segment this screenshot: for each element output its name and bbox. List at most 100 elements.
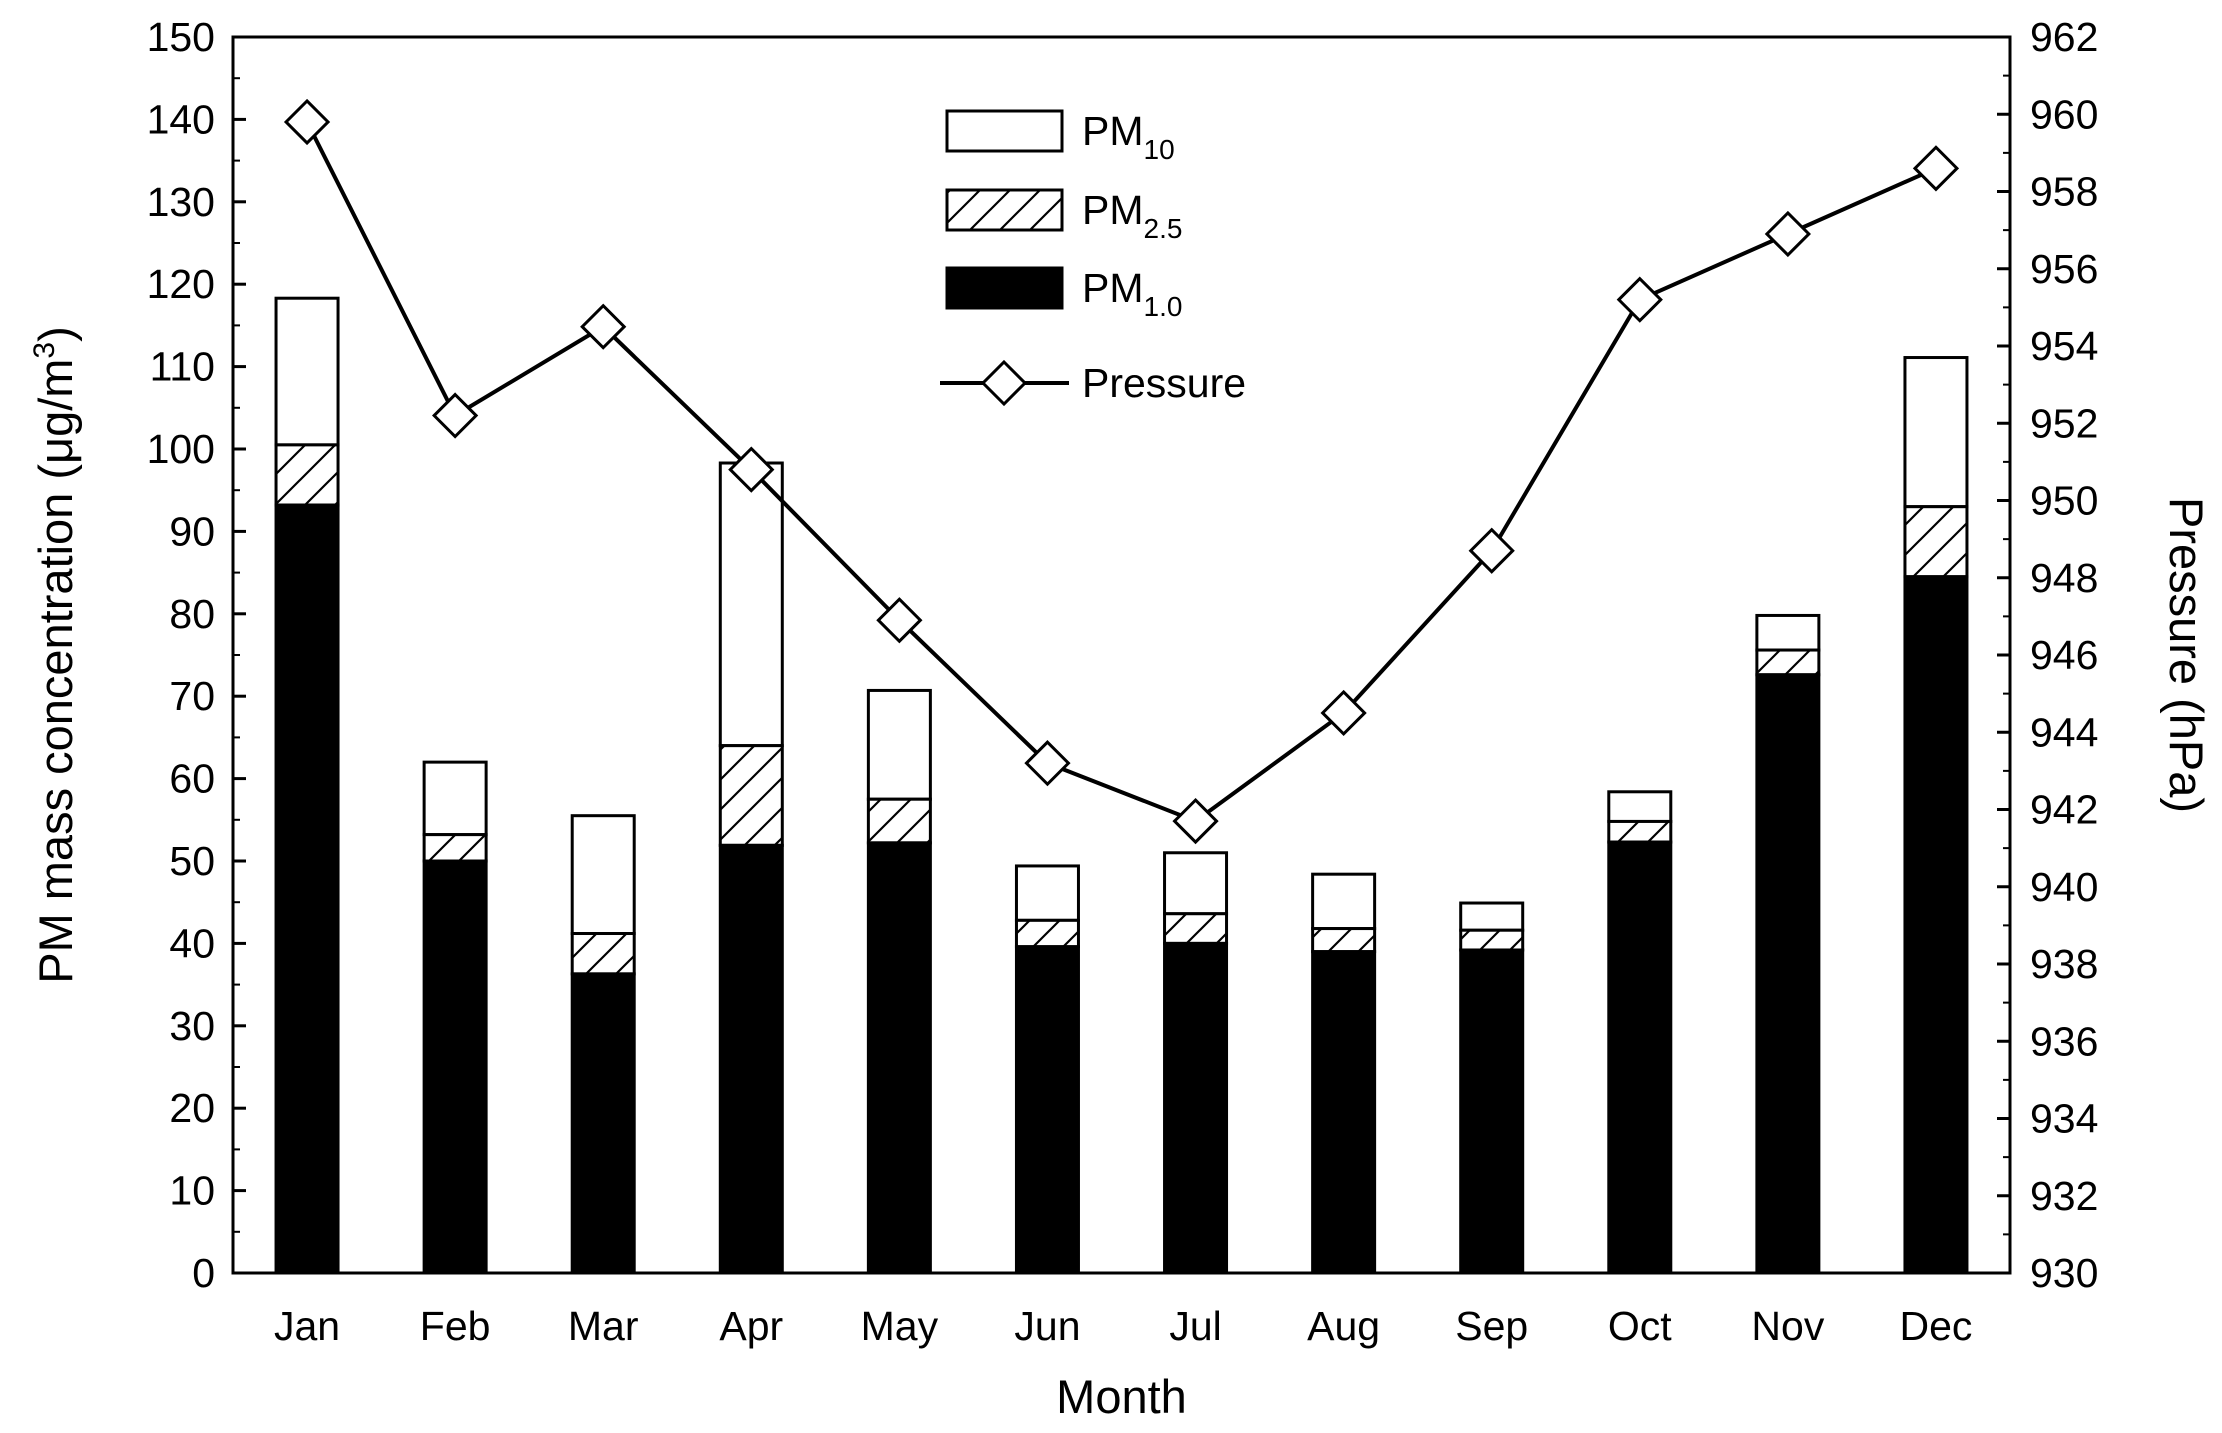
bar-pm2.5 (570, 932, 636, 976)
bar-pm10 (1755, 613, 1821, 652)
bar-pm10 (866, 688, 932, 801)
left-y-tick-label: 60 (169, 756, 215, 802)
bar-pm1.0 (1311, 950, 1377, 1275)
legend-label-pm10: PM10 (1082, 108, 1175, 165)
legend-swatch-pm2.5 (945, 188, 1064, 232)
legend-swatch-pm10 (945, 109, 1064, 153)
x-axis: Jan Feb Mar Apr May Jun Jul Aug Sep Oct Nov Dec (274, 1261, 1972, 1349)
right-y-tick-label: 960 (2030, 91, 2098, 137)
right-y-tick-label: 942 (2030, 787, 2098, 833)
legend-swatch-pressure-marker (980, 359, 1028, 407)
bar-pm2.5 (1311, 927, 1377, 954)
bar-pm10 (1311, 872, 1377, 931)
left-y-axis: 0 10 20 30 40 50 60 70 80 90 100 110 120 130 140 150 (147, 14, 246, 1296)
legend-label-pm2.5: PM2.5 (1082, 187, 1182, 244)
pressure-point (1616, 276, 1663, 323)
right-y-tick-label: 934 (2030, 1096, 2098, 1142)
left-y-axis-title-sup: 3 (28, 342, 61, 359)
bar-pm2.5 (1163, 912, 1229, 945)
right-y-tick-label: 938 (2030, 941, 2098, 987)
right-y-axis: 930 932 934 936 938 940 942 944 946 948 950 952 954 9… (1997, 14, 2098, 1296)
right-y-tick-label: 940 (2030, 864, 2098, 910)
left-y-tick-label: 140 (147, 96, 215, 142)
pressure-point (1024, 740, 1071, 787)
left-y-tick-label: 20 (169, 1085, 215, 1131)
bar-pm10 (1903, 356, 1969, 509)
pressure-point (1320, 689, 1367, 737)
bar-pm2.5 (1607, 819, 1673, 844)
pressure-line-layer (283, 98, 1960, 845)
pressure-series-line (305, 121, 1937, 824)
right-y-tick-label: 930 (2030, 1250, 2098, 1296)
right-y-tick-label: 936 (2030, 1018, 2098, 1064)
right-y-tick-label: 952 (2030, 400, 2098, 446)
bar-pm10 (1459, 901, 1525, 932)
pressure-point (876, 597, 923, 644)
bar-pm1.0 (866, 841, 932, 1275)
bar-pm2.5 (1459, 928, 1525, 952)
left-y-tick-label: 10 (169, 1168, 215, 1214)
bar-pm10 (1607, 790, 1673, 823)
left-y-tick-label: 90 (169, 508, 215, 554)
bar-pm1.0 (718, 843, 784, 1275)
bar-pm1.0 (1459, 948, 1525, 1275)
bar-pm1.0 (1903, 575, 1969, 1275)
bar-pm10 (570, 814, 636, 936)
left-y-tick-label: 100 (147, 426, 215, 472)
bar-pm1.0 (422, 859, 488, 1275)
left-y-tick-label: 80 (169, 591, 215, 637)
x-tick-label: Apr (719, 1303, 783, 1349)
left-y-axis-title-close: ) (29, 326, 82, 342)
bar-pm1.0 (1755, 673, 1821, 1275)
bar-pm1.0 (1014, 945, 1080, 1275)
x-tick-label: Jan (274, 1303, 340, 1349)
bar-pm10 (422, 760, 488, 837)
pressure-point (728, 446, 775, 493)
x-tick-label: Oct (1608, 1303, 1672, 1349)
bar-pm1.0 (1163, 941, 1229, 1275)
left-y-tick-label: 30 (169, 1003, 215, 1049)
x-axis-title: Month (1056, 1370, 1187, 1423)
bar-pm2.5 (866, 797, 932, 845)
right-y-tick-label: 932 (2030, 1173, 2098, 1219)
x-tick-label: Nov (1751, 1303, 1824, 1349)
right-y-tick-label: 948 (2030, 555, 2098, 601)
bar-pm2.5 (274, 443, 340, 507)
left-y-tick-label: 130 (147, 179, 215, 225)
bar-pm10 (718, 461, 784, 748)
bar-pm10 (1163, 851, 1229, 916)
pressure-point (1468, 527, 1515, 574)
right-y-tick-label: 962 (2030, 14, 2098, 60)
x-tick-label: Dec (1899, 1303, 1972, 1349)
right-y-tick-label: 954 (2030, 323, 2098, 369)
x-tick-label: Mar (568, 1303, 639, 1349)
legend-label-pressure: Pressure (1082, 360, 1246, 406)
x-tick-label: Jun (1014, 1303, 1080, 1349)
right-y-tick-label: 958 (2030, 169, 2098, 215)
legend-swatch-pm1.0 (945, 266, 1064, 310)
bar-pm2.5 (718, 744, 784, 847)
right-y-tick-label: 956 (2030, 246, 2098, 292)
bar-pm10 (274, 296, 340, 447)
bar-layer (274, 296, 1969, 1275)
legend-label-pm1.0: PM1.0 (1082, 265, 1182, 322)
left-y-tick-label: 70 (169, 673, 215, 719)
right-y-tick-label: 944 (2030, 709, 2098, 755)
bar-pm2.5 (422, 833, 488, 863)
left-y-tick-label: 120 (147, 261, 215, 307)
bar-pm2.5 (1755, 648, 1821, 677)
bar-pm1.0 (274, 503, 340, 1275)
x-tick-label: Feb (420, 1303, 491, 1349)
bar-pm10 (1014, 864, 1080, 922)
right-y-tick-label: 950 (2030, 478, 2098, 524)
x-tick-label: Aug (1307, 1303, 1380, 1349)
bar-pm2.5 (1014, 918, 1080, 949)
left-y-tick-label: 50 (169, 838, 215, 884)
x-tick-label: May (861, 1303, 939, 1349)
legend: PM10 PM2.5 PM1.0 Pressure (940, 108, 1246, 407)
pressure-point (1912, 145, 1960, 192)
pressure-point (1764, 210, 1811, 258)
right-y-tick-label: 946 (2030, 632, 2098, 678)
left-y-tick-label: 40 (169, 920, 215, 966)
